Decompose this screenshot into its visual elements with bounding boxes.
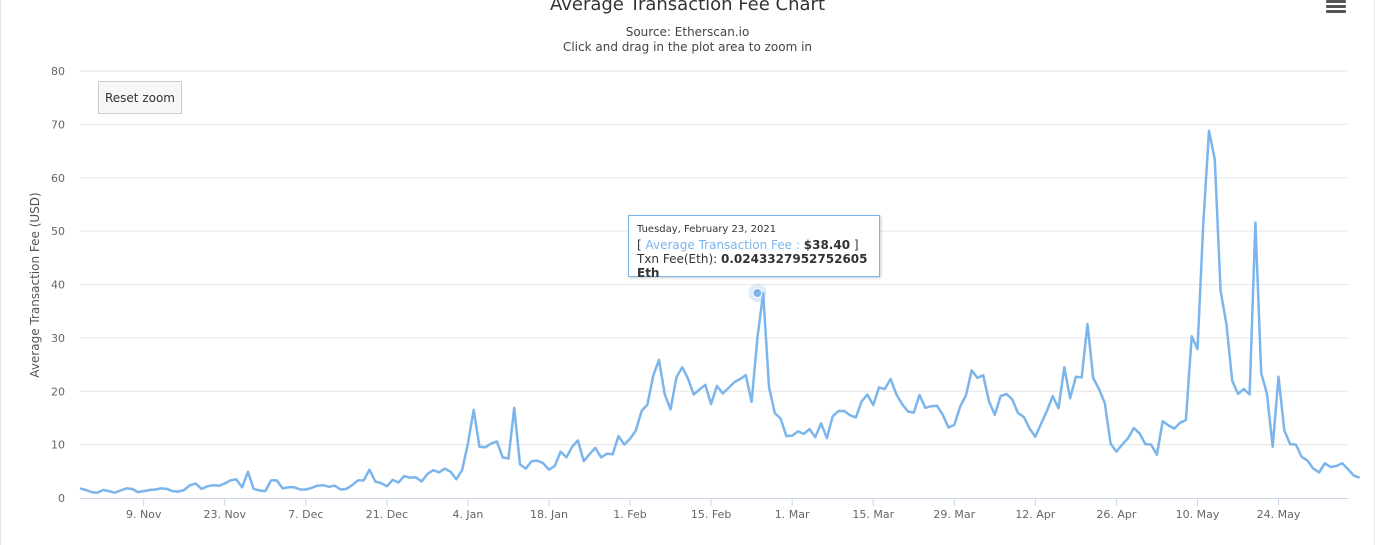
y-axis-ticks: 0 10 20 30 40 50 60 70 80 [51,65,65,505]
hamburger-menu-icon[interactable] [1326,0,1346,16]
y-tick-label: 10 [51,439,65,452]
y-tick-label: 60 [51,172,65,185]
tooltip-value: $38.40 [803,238,851,252]
x-tick-label: 24. May [1257,508,1301,521]
data-point-marker[interactable] [752,288,763,299]
y-tick-label: 80 [51,65,65,78]
chart-subtitle-source: Source: Etherscan.io [625,25,750,39]
tooltip-eth-value: 0.0243327952752605 Eth [637,252,868,280]
y-tick-label: 40 [51,279,65,292]
reset-zoom-button[interactable]: Reset zoom [98,81,182,114]
x-tick-label: 23. Nov [204,508,247,521]
y-axis-label: Average Transaction Fee (USD) [28,192,42,377]
x-tick-label: 26. Apr [1096,508,1136,521]
x-tick-label: 7. Dec [288,508,323,521]
tooltip-series-name: Average Transaction Fee [645,238,793,252]
x-tick-label: 15. Mar [852,508,894,521]
tooltip-eth-row: Txn Fee(Eth): 0.0243327952752605 Eth [637,252,871,280]
y-tick-label: 50 [51,225,65,238]
x-tick-label: 18. Jan [530,508,568,521]
y-tick-label: 70 [51,118,65,131]
x-tick-label: 1. Feb [613,508,646,521]
tooltip-date: Tuesday, February 23, 2021 [637,224,777,235]
chart-title: Average Transaction Fee Chart [549,0,826,15]
x-tick-label: 12. Apr [1015,508,1055,521]
x-tick-label: 10. May [1176,508,1220,521]
x-tick-label: 1. Mar [775,508,810,521]
x-tick-label: 4. Jan [452,508,483,521]
tooltip-eth-label: Txn Fee(Eth): [637,252,718,266]
x-tick-label: 21. Dec [366,508,408,521]
series-line-average-fee [79,129,1361,494]
x-axis: 9. Nov 23. Nov 7. Dec 21. Dec 4. Jan 18. Jan 1… [80,498,1348,521]
y-tick-label: 20 [51,385,65,398]
x-tick-label: 9. Nov [126,508,162,521]
tooltip-series-row: [ Average Transaction Fee : $38.40 ] [637,238,859,252]
x-tick-label: 15. Feb [691,508,731,521]
y-tick-label: 0 [58,492,65,505]
tooltip: Tuesday, February 23, 2021 [ Average Tra… [628,215,880,280]
chart-subtitle-hint: Click and drag in the plot area to zoom … [562,40,813,54]
tooltip-marker [748,284,767,303]
y-tick-label: 30 [51,332,65,345]
x-tick-label: 29. Mar [933,508,975,521]
